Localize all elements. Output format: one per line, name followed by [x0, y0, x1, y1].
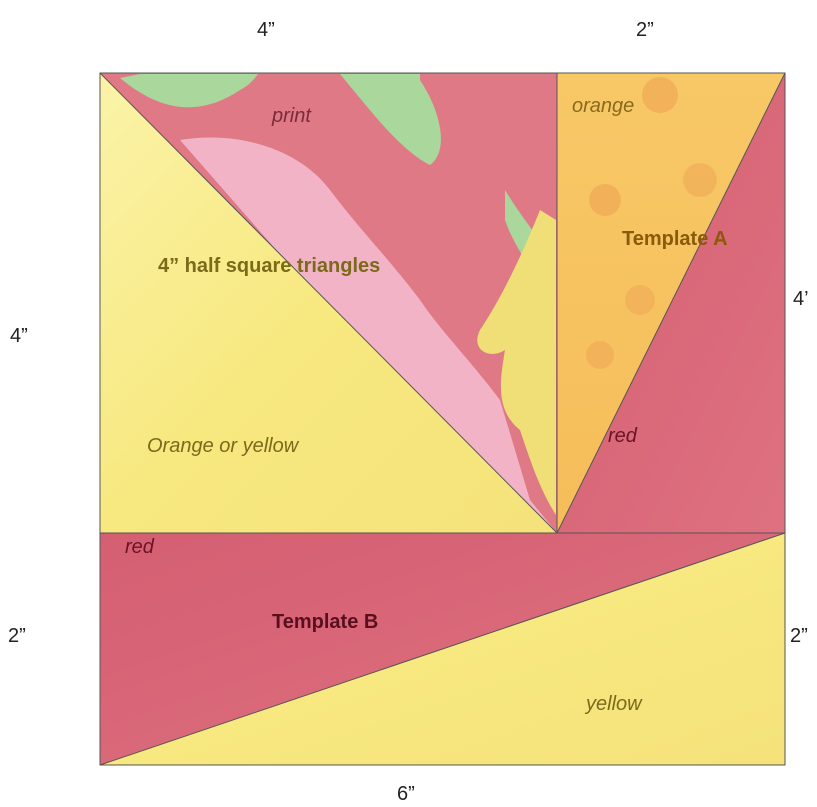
- dim-top-right: 2”: [636, 19, 654, 41]
- dim-top-left: 4”: [257, 19, 275, 41]
- dim-bottom: 6”: [397, 783, 415, 805]
- label-template-b: Template B: [272, 611, 378, 633]
- label-orange: orange: [572, 95, 634, 117]
- label-template-a: Template A: [622, 228, 728, 250]
- print-green-leaf: [120, 74, 258, 108]
- block-outlines: [99, 72, 786, 766]
- label-red-a: red: [608, 425, 638, 447]
- dim-left-lower: 2”: [8, 625, 26, 647]
- print-pink-blob: [180, 137, 557, 533]
- dim-left-upper: 4”: [10, 325, 28, 347]
- label-print: print: [271, 105, 312, 127]
- dim-right-upper: 4’: [793, 288, 809, 310]
- dim-right-lower: 2”: [790, 625, 808, 647]
- print-green-leaf-2: [340, 74, 441, 165]
- label-red-b: red: [125, 536, 155, 558]
- label-hst: 4” half square triangles: [158, 255, 380, 277]
- label-yellow: yellow: [584, 693, 643, 715]
- print-yellow-flame: [477, 210, 556, 515]
- label-orange-or-yellow: Orange or yellow: [147, 435, 300, 457]
